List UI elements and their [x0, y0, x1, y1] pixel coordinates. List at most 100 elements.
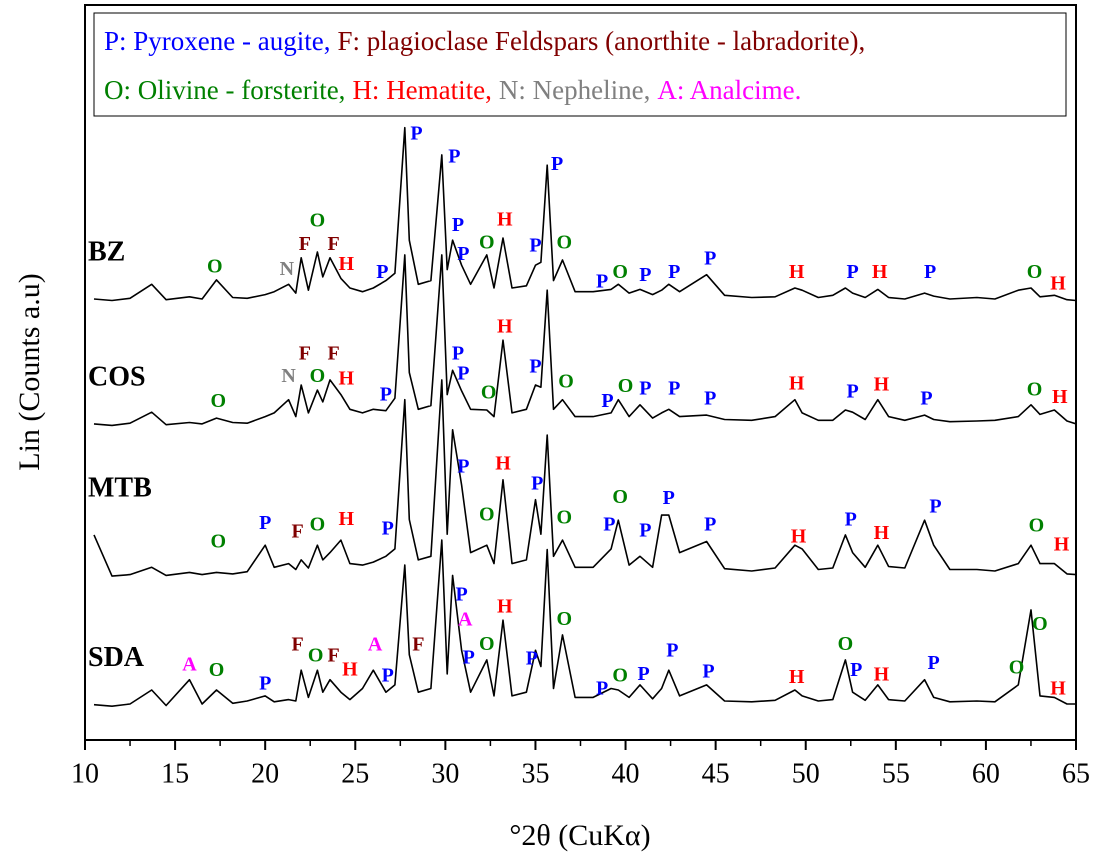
peak-label: F	[328, 233, 340, 255]
key-line: O: Olivine - forsterite, H: Hematite, N: N…	[104, 75, 801, 105]
peak-label: P	[531, 473, 543, 495]
peak-label: H	[791, 525, 807, 547]
peak-label: O	[310, 365, 326, 387]
key-box	[93, 12, 1067, 117]
peak-label: O	[479, 231, 495, 253]
peak-label: O	[557, 506, 573, 528]
peak-label: P	[663, 487, 675, 509]
peak-label: H	[338, 367, 354, 389]
peak-label: F	[299, 342, 311, 364]
peak-label: O	[1027, 378, 1043, 400]
peak-label: O	[308, 645, 324, 667]
peak-label: H	[789, 666, 805, 688]
peak-label: O	[1032, 613, 1048, 635]
peak-label: P	[382, 664, 394, 686]
peak-label: P	[380, 384, 392, 406]
peak-label: P	[259, 672, 271, 694]
peak-label: O	[207, 256, 223, 278]
x-tick-label: 60	[972, 758, 1000, 789]
peak-label: O	[612, 261, 628, 283]
key-entry: P: Pyroxene - augite,	[104, 26, 330, 56]
xrd-trace	[93, 379, 1076, 577]
peak-label: H	[789, 261, 805, 283]
peak-label: H	[789, 373, 805, 395]
peak-label: F	[292, 634, 304, 656]
x-axis-label: °2θ (CuKα)	[509, 819, 650, 852]
peak-label: O	[211, 390, 227, 412]
peak-label: O	[557, 608, 573, 630]
peak-label: P	[666, 639, 678, 661]
peak-label: P	[457, 456, 469, 478]
peak-label: F	[299, 233, 311, 255]
peak-label: O	[479, 503, 495, 525]
peak-label: N	[280, 258, 295, 280]
x-tick-label: 45	[702, 758, 730, 789]
peak-label: P	[928, 652, 940, 674]
key-entry: H: Hematite,	[352, 75, 491, 105]
key-entry: F: plagioclase Feldspars (anorthite - la…	[337, 26, 865, 56]
series-label: MTB	[88, 472, 152, 503]
peak-label: P	[455, 584, 467, 606]
x-tick-label: 30	[431, 758, 459, 789]
peak-label: P	[846, 261, 858, 283]
xrd-trace	[93, 539, 1076, 707]
peak-label: O	[557, 231, 573, 253]
peak-label: A	[368, 634, 383, 656]
peak-label: P	[457, 362, 469, 384]
peak-label: O	[1029, 514, 1045, 536]
peak-label: P	[704, 248, 716, 270]
peak-label: P	[920, 387, 932, 409]
peak-label: P	[463, 647, 475, 669]
peak-label: P	[639, 520, 651, 542]
peak-label: P	[596, 270, 608, 292]
peak-label: P	[596, 678, 608, 700]
peak-label: P	[529, 234, 541, 256]
peak-label: P	[845, 509, 857, 531]
peak-label: H	[1050, 678, 1066, 700]
peak-label: O	[479, 633, 495, 655]
peak-label: P	[668, 261, 680, 283]
peak-label: P	[929, 495, 941, 517]
peak-label: P	[668, 378, 680, 400]
peak-label: P	[846, 381, 858, 403]
x-tick-label: 40	[612, 758, 640, 789]
peak-label: F	[328, 645, 340, 667]
x-tick-label: 35	[521, 758, 549, 789]
peak-label: P	[452, 214, 464, 236]
peak-label: O	[211, 531, 227, 553]
key-line: P: Pyroxene - augite, F: plagioclase Feld…	[104, 26, 865, 56]
peak-label: O	[618, 375, 634, 397]
peak-label: H	[338, 508, 354, 530]
peak-label: P	[457, 243, 469, 265]
x-tick-label: 50	[792, 758, 820, 789]
peak-label: H	[872, 261, 888, 283]
peak-label: P	[702, 661, 714, 683]
peak-label: H	[342, 659, 358, 681]
peak-label: P	[452, 342, 464, 364]
x-tick-label: 55	[882, 758, 910, 789]
peak-label: P	[601, 390, 613, 412]
peak-label: O	[209, 659, 225, 681]
peak-label: P	[603, 514, 615, 536]
x-tick-label: 15	[161, 758, 189, 789]
peak-label: H	[1050, 273, 1066, 295]
peak-label: P	[551, 153, 563, 175]
peak-label: H	[874, 373, 890, 395]
peak-label: H	[497, 209, 513, 231]
peak-label: H	[1054, 534, 1070, 556]
peak-label: P	[639, 264, 651, 286]
peak-label: N	[281, 365, 296, 387]
peak-label: H	[874, 664, 890, 686]
peak-label: A	[458, 609, 473, 631]
peak-label: H	[495, 453, 511, 475]
peak-label: P	[526, 647, 538, 669]
peak-label: A	[182, 653, 197, 675]
series-label: BZ	[88, 236, 125, 267]
peak-label: O	[838, 633, 854, 655]
x-tick-label: 10	[71, 758, 99, 789]
peak-label: O	[1027, 261, 1043, 283]
xrd-trace	[93, 126, 1076, 302]
peak-label: P	[259, 512, 271, 534]
peak-label: P	[382, 517, 394, 539]
key-entry: A: Analcime.	[657, 75, 801, 105]
